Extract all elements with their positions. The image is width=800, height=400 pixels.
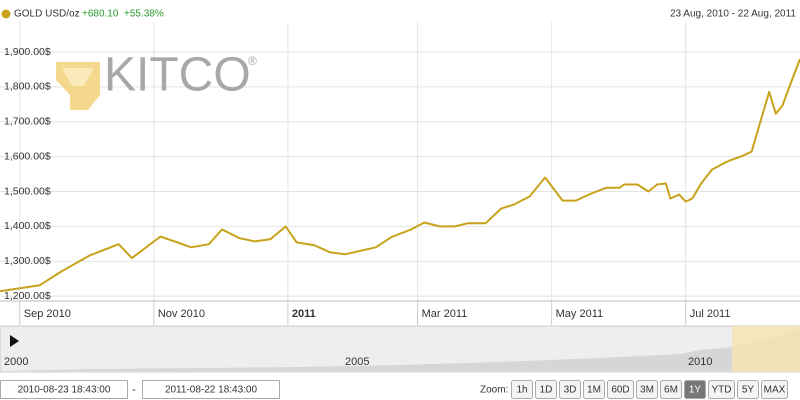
zoom-button[interactable] <box>660 380 682 399</box>
zoom-button-label: 1Y <box>689 385 702 396</box>
x-tick-label: Sep 2010 <box>24 308 71 320</box>
zoom-label: Zoom: <box>480 385 508 396</box>
zoom-button-label: 5Y <box>742 385 755 396</box>
to-value: 2011-08-22 18:43:00 <box>165 385 258 396</box>
x-tick-label: Mar 2011 <box>422 308 468 320</box>
zoom-button[interactable] <box>559 380 581 399</box>
legend-label: GOLD USD/oz <box>14 9 80 20</box>
zoom-button-label: 6M <box>664 385 678 396</box>
y-tick-label: 1,900.00$ <box>4 46 51 58</box>
logo-mark: ® <box>248 54 257 68</box>
zoom-button-label: 3D <box>564 385 577 396</box>
navigator-label: 2005 <box>345 356 369 368</box>
from-input[interactable] <box>0 380 128 399</box>
x-tick-label: Jul 2011 <box>690 308 731 320</box>
navigator-window[interactable] <box>732 326 800 372</box>
x-tick-label: Nov 2010 <box>158 308 205 320</box>
navigator-label: 2010 <box>688 356 712 368</box>
zoom-button-label: 1D <box>540 385 553 396</box>
zoom-button-label: 1M <box>587 385 601 396</box>
play-icon[interactable] <box>10 335 19 347</box>
y-tick-label: 1,600.00$ <box>4 150 51 162</box>
navigator-area <box>0 328 800 371</box>
y-tick-label: 1,400.00$ <box>4 220 51 232</box>
y-tick-label: 1,300.00$ <box>4 255 51 267</box>
zoom-button[interactable] <box>511 380 533 399</box>
logo: KITCO ® <box>56 49 257 110</box>
y-tick-label: 1,500.00$ <box>4 185 51 197</box>
zoom-button[interactable] <box>684 380 706 399</box>
date-range: 23 Aug, 2010 - 22 Aug, 2011 <box>670 9 796 20</box>
zoom-button[interactable] <box>636 380 658 399</box>
zoom-button-label: YTD <box>712 385 732 396</box>
zoom-button[interactable] <box>708 380 735 399</box>
y-tick-label: 1,800.00$ <box>4 81 51 93</box>
zoom-button-label: MAX <box>764 385 786 396</box>
zoom-button[interactable] <box>583 380 605 399</box>
legend-dot <box>1 9 11 19</box>
y-tick-label: 1,700.00$ <box>4 116 51 128</box>
y-tick-label: 1,200.00$ <box>4 290 51 302</box>
zoom-button-label: 3M <box>640 385 654 396</box>
price-line <box>0 58 800 293</box>
zoom-button[interactable] <box>535 380 557 399</box>
to-input[interactable] <box>142 380 280 399</box>
logo-icon-face <box>62 68 94 86</box>
logo-text: KITCO <box>104 49 251 102</box>
change: +680.10 <box>82 9 119 20</box>
zoom-button[interactable] <box>761 380 788 399</box>
navigator-label: 2000 <box>4 356 28 368</box>
zoom-button-label: 60D <box>611 385 629 396</box>
from-value: 2010-08-23 18:43:00 <box>18 385 111 396</box>
zoom-button[interactable] <box>737 380 759 399</box>
zoom-button-label: 1h <box>516 385 527 396</box>
separator: - <box>132 384 136 396</box>
x-tick-label: 2011 <box>292 308 316 320</box>
x-tick-label: May 2011 <box>556 308 604 320</box>
zoom-button[interactable] <box>607 380 634 399</box>
change-pct: +55.38% <box>124 9 164 20</box>
